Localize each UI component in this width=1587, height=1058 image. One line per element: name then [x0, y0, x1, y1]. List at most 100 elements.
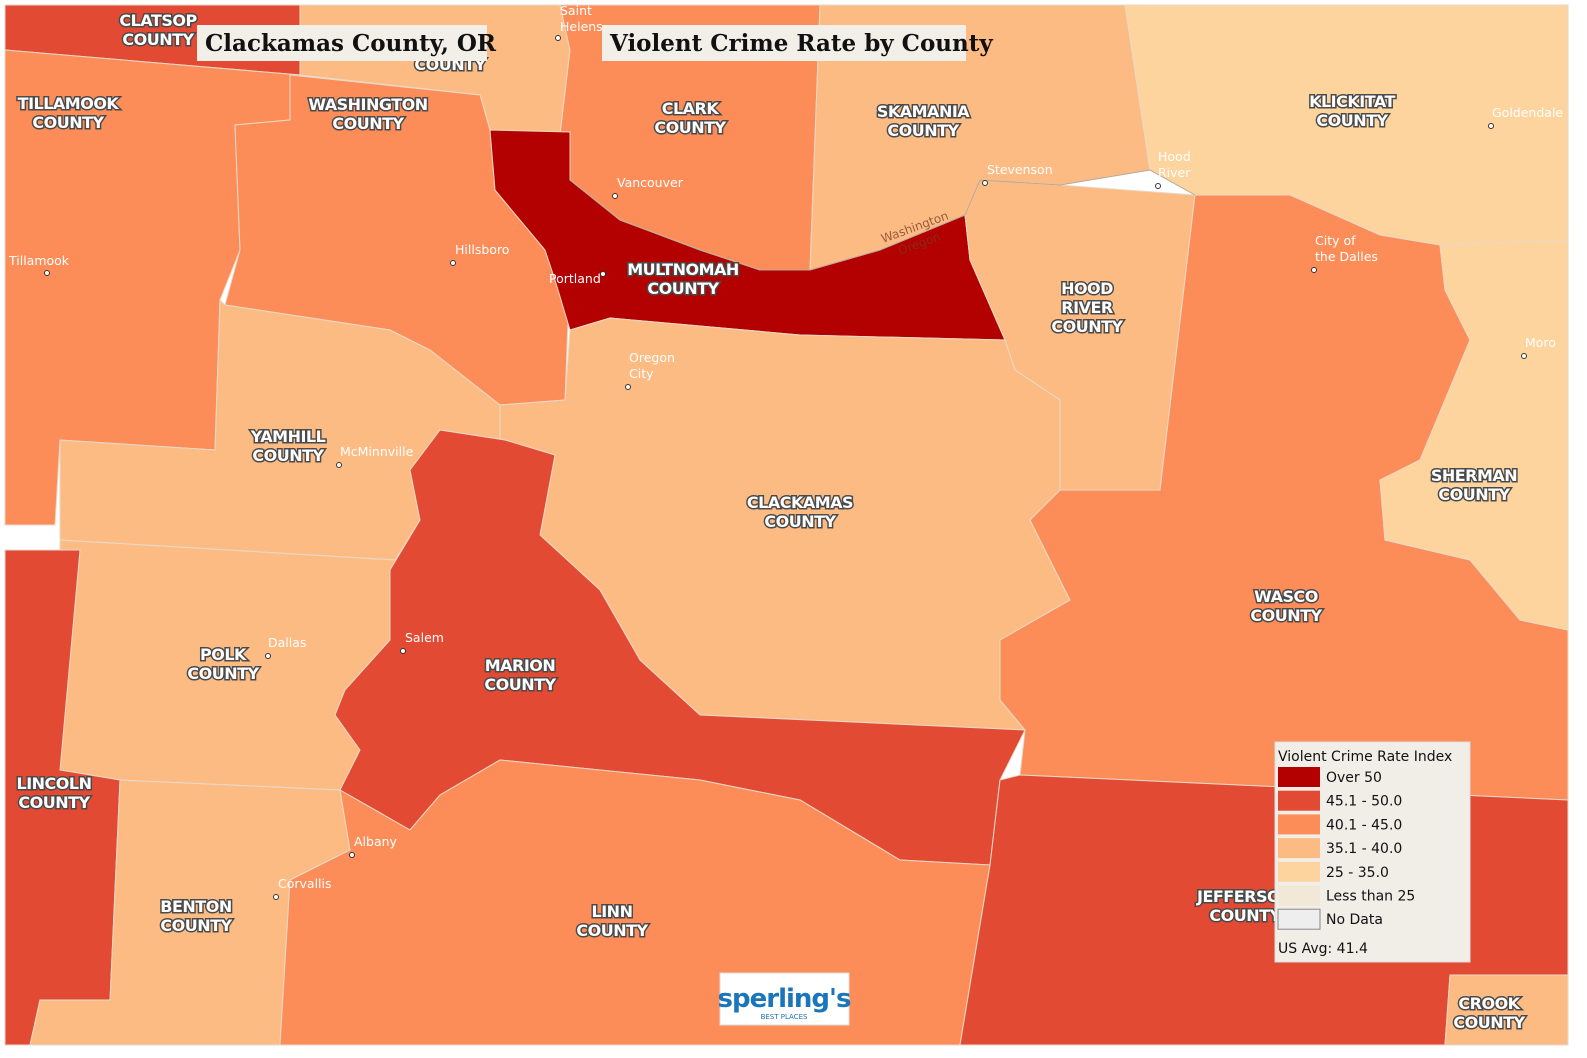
- county-label-line: LINN: [592, 902, 633, 921]
- county-label-line: COUNTY: [160, 916, 232, 935]
- county-label-line: COUNTY: [1438, 485, 1510, 504]
- county-label-line: CLATSOP: [119, 11, 197, 30]
- county-label-line: COUNTY: [764, 512, 836, 531]
- county-label-line: COUNTY: [332, 114, 404, 133]
- county-label: LINN COUNTY: [576, 902, 648, 940]
- city-label-line: Goldendale: [1492, 105, 1563, 120]
- legend-label: 25 - 35.0: [1326, 865, 1389, 881]
- county-label-line: COUNTY: [1316, 111, 1388, 130]
- city-label-line: City of: [1315, 233, 1356, 248]
- city-dot: [625, 384, 631, 390]
- legend-swatch: [1278, 790, 1320, 811]
- city-label-line: Oregon: [629, 350, 675, 365]
- county-label-line: WASHINGTON: [308, 95, 427, 114]
- county-label: BENTON COUNTY: [160, 897, 232, 935]
- logo: sperling's BEST PLACES: [718, 972, 852, 1026]
- city-label: Dallas: [268, 635, 306, 650]
- county-label-line: COUNTY: [1209, 906, 1281, 925]
- city-dot: [612, 193, 618, 199]
- county-label-line: RIVER: [1061, 298, 1113, 317]
- county-label-line: CROOK: [1458, 994, 1520, 1013]
- legend-label: Over 50: [1326, 770, 1382, 786]
- logo-box: [719, 972, 850, 1026]
- county-label-line: COUNTY: [484, 675, 556, 694]
- legend-swatch: [1278, 767, 1320, 787]
- county-label: WASHINGTON COUNTY: [308, 95, 427, 133]
- county-label: SHERMAN COUNTY: [1431, 466, 1517, 504]
- legend-label: Less than 25: [1326, 889, 1415, 905]
- city-label-line: Hillsboro: [455, 242, 509, 257]
- city-dot: [600, 271, 606, 277]
- county-label-line: COUNTY: [18, 793, 90, 812]
- logo-tagline: BEST PLACES: [761, 1013, 808, 1021]
- city-label: Hillsboro: [455, 242, 509, 257]
- county-label-line: WASCO: [1254, 587, 1318, 606]
- legend-title: Violent Crime Rate Index: [1278, 749, 1452, 765]
- city-label: Goldendale: [1492, 105, 1563, 120]
- subtitle: Violent Crime Rate by County: [609, 30, 993, 57]
- county-label-line: COUNTY: [647, 279, 719, 298]
- county-label: CLACKAMAS COUNTY: [747, 493, 853, 531]
- city-label: City of the Dalles: [1315, 233, 1378, 264]
- legend-swatch: [1278, 838, 1320, 859]
- city-label: McMinnville: [340, 444, 414, 459]
- county-label-line: SHERMAN: [1431, 466, 1517, 485]
- city-label-line: Saint: [560, 3, 592, 18]
- county-label-line: TILLAMOOK: [18, 94, 120, 113]
- county-label-line: COUNTY: [32, 113, 104, 132]
- city-label-line: Vancouver: [617, 175, 684, 190]
- county-label-line: YAMHILL: [250, 427, 326, 446]
- legend: Violent Crime Rate Index US Avg: 41.4 Ov…: [1274, 741, 1471, 963]
- city-dot: [1311, 267, 1317, 273]
- city-dot: [450, 260, 456, 266]
- city-label: Saint Helens: [560, 3, 603, 34]
- county-label: MARION COUNTY: [484, 656, 556, 694]
- city-label-line: the Dalles: [1315, 249, 1378, 264]
- county-label: LINCOLN COUNTY: [17, 774, 92, 812]
- county-label-line: MARION: [485, 656, 556, 675]
- county-label-line: JEFFERSON: [1196, 887, 1293, 906]
- logo-name: sperling's: [718, 984, 851, 1014]
- city-dot: [349, 852, 355, 858]
- county-label-line: CLACKAMAS: [747, 493, 853, 512]
- county-region: [1379, 239, 1569, 631]
- legend-label: 45.1 - 50.0: [1326, 794, 1402, 810]
- city-label: Oregon City: [629, 350, 675, 381]
- city-dot: [273, 894, 279, 900]
- county-region: [1444, 974, 1569, 1046]
- legend-label: 40.1 - 45.0: [1326, 817, 1402, 833]
- city-label-line: Moro: [1525, 335, 1556, 350]
- city-label-line: City: [629, 366, 654, 381]
- county-label-line: POLK: [200, 645, 247, 664]
- title-box: [197, 25, 487, 61]
- county-label: KLICKITAT COUNTY: [1309, 92, 1395, 130]
- county-label-line: COUNTY: [122, 30, 194, 49]
- city-label-line: Albany: [354, 834, 398, 849]
- county-label: JEFFERSON COUNTY: [1196, 887, 1293, 925]
- city-label-line: Stevenson: [987, 162, 1053, 177]
- city-label: Salem: [405, 630, 444, 645]
- city-label-line: McMinnville: [340, 444, 414, 459]
- legend-swatch: [1278, 814, 1320, 835]
- city-dot: [555, 35, 561, 41]
- city-dot: [400, 648, 406, 654]
- county-label: YAMHILL COUNTY: [250, 427, 326, 465]
- county-label-line: COUNTY: [576, 921, 648, 940]
- legend-swatch: [1278, 861, 1320, 882]
- county-label-line: KLICKITAT: [1309, 92, 1395, 111]
- city-label: Tillamook: [8, 253, 70, 268]
- county-label-line: COUNTY: [252, 446, 324, 465]
- county-label: POLK COUNTY: [187, 645, 259, 683]
- city-label-line: Tillamook: [8, 253, 70, 268]
- county-label: SKAMANIA COUNTY: [877, 102, 970, 140]
- city-label: Albany: [354, 834, 398, 849]
- county-label-line: LINCOLN: [17, 774, 92, 793]
- state-boundary: [569, 169, 1196, 271]
- county-label-line: MULTNOMAH: [627, 260, 739, 279]
- county-label-line: COUNTY: [654, 118, 726, 137]
- county-label-line: HOOD: [1061, 279, 1113, 298]
- regions: [4, 4, 1569, 1046]
- county-label-line: COUNTY: [1250, 606, 1322, 625]
